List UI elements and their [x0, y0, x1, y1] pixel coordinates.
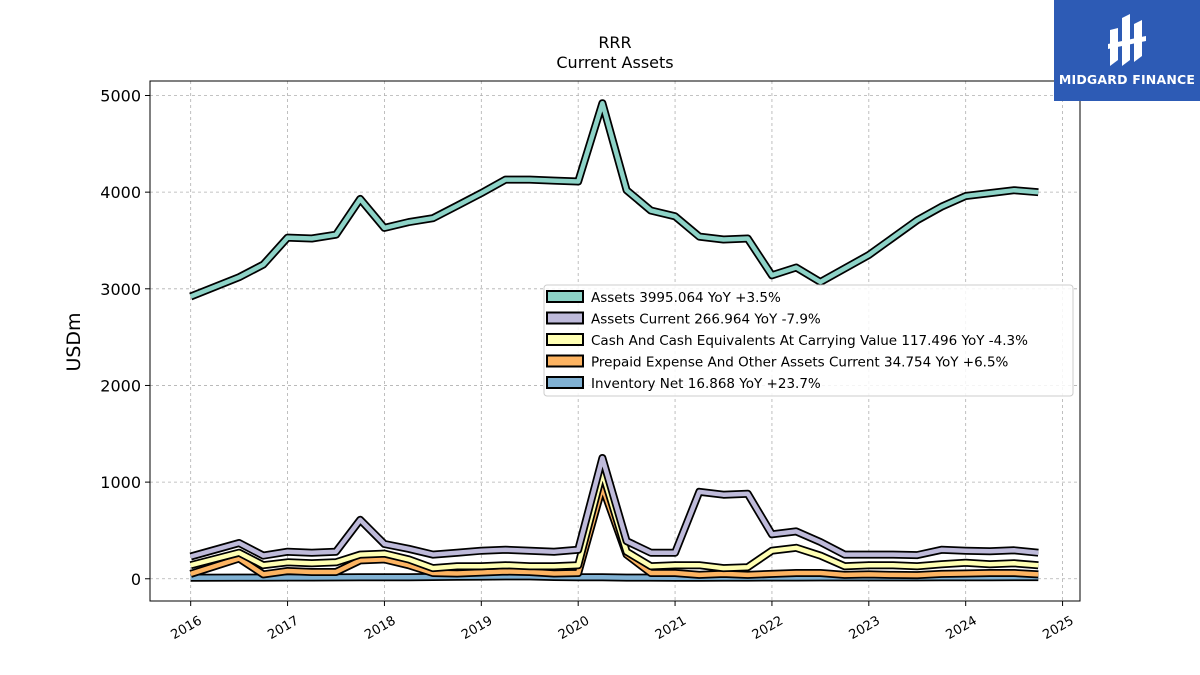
x-tick-label: 2016: [169, 613, 205, 643]
y-tick-label: 2000: [100, 376, 141, 395]
legend-box: [543, 284, 1074, 397]
logo-text: MIDGARD FINANCE: [1058, 72, 1196, 87]
x-tick-label: 2020: [556, 613, 592, 643]
series-layer: [189, 99, 1039, 582]
x-tick-label: 2025: [1040, 613, 1076, 643]
legend-label: Prepaid Expense And Other Assets Current…: [591, 355, 1009, 371]
legend-swatch: [546, 333, 584, 346]
legend-label: Cash And Cash Equivalents At Carrying Va…: [591, 333, 1028, 349]
chart-title: RRR: [598, 33, 631, 52]
brand-logo: MIDGARD FINANCE: [1054, 0, 1200, 101]
legend-swatch: [546, 290, 584, 303]
legend-label: Assets 3995.064 YoY +3.5%: [591, 290, 781, 306]
plot-frame: [149, 80, 1081, 602]
y-tick-label: 3000: [100, 280, 141, 299]
series-outline-assets: [189, 99, 1039, 301]
y-tick-label: 5000: [100, 86, 141, 105]
x-tick-label: 2018: [362, 613, 398, 643]
legend-label: Inventory Net 16.868 YoY +23.7%: [591, 376, 821, 392]
x-tick-label: 2024: [944, 613, 980, 643]
legend: Assets 3995.064 YoY +3.5% Assets Current …: [543, 284, 1074, 397]
chart-subtitle: Current Assets: [556, 53, 673, 72]
legend-swatch: [546, 376, 584, 389]
series-line-assets-current: [190, 455, 1039, 559]
x-tick-label: 2023: [847, 613, 883, 643]
legend-swatch: [546, 354, 584, 368]
x-tick-label: 2017: [265, 613, 301, 643]
x-tick-label: 2019: [459, 613, 495, 643]
legend-label: Assets Current 266.964 YoY -7.9%: [591, 312, 821, 328]
midgard-logo-icon: [1108, 14, 1146, 66]
y-tick-label: 0: [131, 570, 141, 589]
y-tick-label: 1000: [100, 473, 141, 492]
legend-swatch: [546, 311, 584, 325]
x-tick-label: 2021: [653, 613, 689, 643]
x-tick-label: 2022: [750, 613, 786, 643]
y-tick-label: 4000: [100, 183, 141, 202]
y-axis-label: USDm: [63, 312, 85, 371]
